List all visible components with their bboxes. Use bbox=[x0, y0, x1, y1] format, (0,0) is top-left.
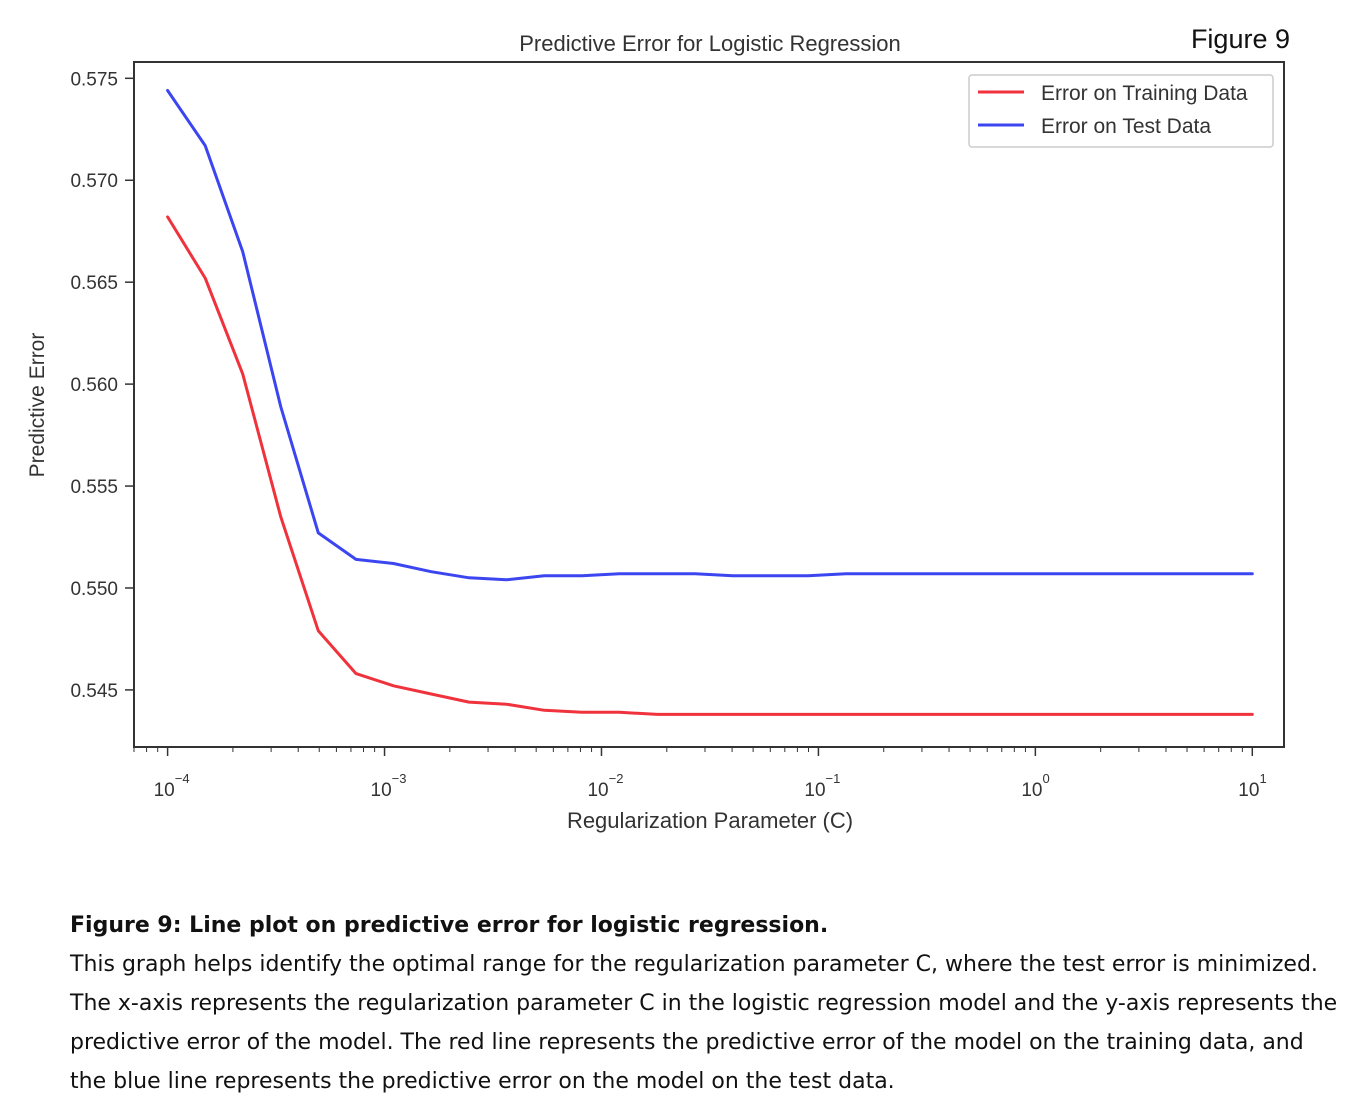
caption-body: This graph helps identify the optimal ra… bbox=[70, 952, 1338, 1094]
x-tick-label: 10−4 bbox=[154, 771, 190, 801]
legend-label-test: Error on Test Data bbox=[1041, 115, 1211, 138]
x-tick-label: 10−2 bbox=[587, 771, 623, 801]
y-axis-label: Predictive Error bbox=[26, 333, 49, 478]
caption-title: Figure 9: Line plot on predictive error … bbox=[70, 913, 829, 938]
line-chart: Predictive Error for Logistic Regression… bbox=[26, 31, 1285, 833]
x-axis: 10−4 10−3 10−2 10−1 100 101 bbox=[133, 747, 1267, 801]
series-line-test bbox=[166, 89, 1254, 582]
y-tick-label: 0.570 bbox=[70, 171, 118, 192]
chart-title: Predictive Error for Logistic Regression bbox=[519, 31, 900, 56]
y-tick-label: 0.560 bbox=[70, 375, 118, 396]
series-line-training bbox=[166, 215, 1254, 716]
legend: Error on Training Data Error on Test Dat… bbox=[968, 74, 1274, 148]
x-tick-label: 10−1 bbox=[804, 771, 840, 801]
x-tick-label: 100 bbox=[1021, 771, 1049, 801]
y-tick-label: 0.575 bbox=[70, 69, 118, 90]
y-tick-label: 0.550 bbox=[70, 579, 118, 600]
y-tick-label: 0.555 bbox=[70, 477, 118, 498]
y-tick-label: 0.565 bbox=[70, 273, 118, 294]
plot-frame bbox=[133, 61, 1285, 748]
y-axis: 0.545 0.550 0.555 0.560 0.565 0.570 0.575 bbox=[70, 69, 134, 702]
series-lines bbox=[166, 89, 1254, 716]
figure-label: Figure 9 bbox=[1190, 24, 1290, 54]
legend-box bbox=[968, 74, 1274, 148]
x-tick-label: 101 bbox=[1238, 771, 1266, 801]
x-axis-label: Regularization Parameter (C) bbox=[567, 808, 853, 833]
x-tick-label: 10−3 bbox=[371, 771, 407, 801]
y-tick-label: 0.545 bbox=[70, 681, 118, 702]
figure-caption: Figure 9: Line plot on predictive error … bbox=[70, 906, 1340, 1101]
legend-label-training: Error on Training Data bbox=[1041, 82, 1248, 105]
